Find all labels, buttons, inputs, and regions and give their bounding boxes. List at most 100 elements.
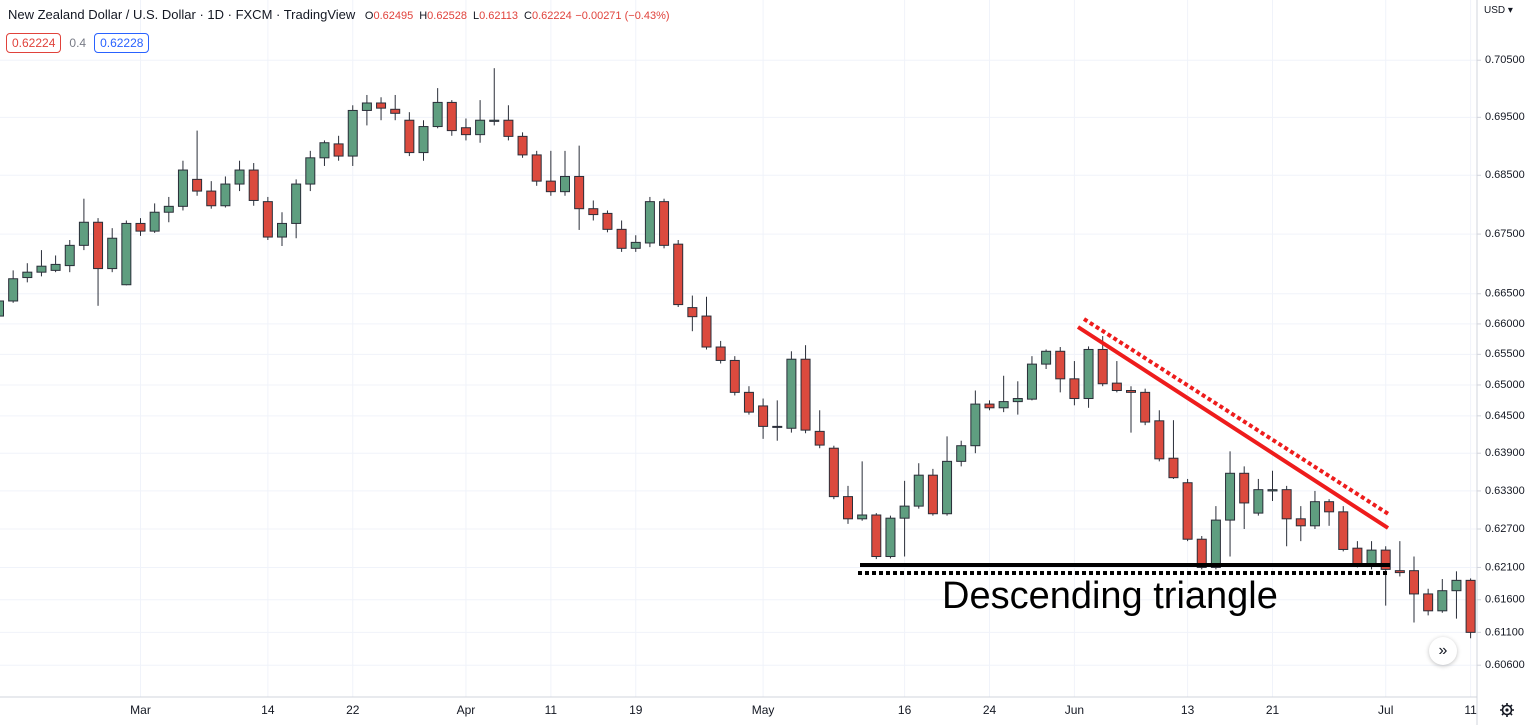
x-tick-label: 19 bbox=[629, 703, 643, 717]
candle-body bbox=[1055, 350, 1066, 380]
candle-body bbox=[107, 237, 118, 270]
x-tick-label: 14 bbox=[261, 703, 275, 717]
candle-body bbox=[121, 222, 132, 286]
candle-body bbox=[404, 119, 415, 154]
candle-body bbox=[1154, 420, 1165, 460]
candle-body bbox=[177, 169, 188, 207]
x-tick-label: 16 bbox=[898, 703, 912, 717]
ohlc-label: C bbox=[524, 10, 532, 22]
candle-body bbox=[36, 265, 47, 273]
candle-body bbox=[758, 405, 769, 427]
candle-body bbox=[192, 178, 203, 192]
candle-body bbox=[1281, 489, 1292, 520]
candle-body bbox=[1324, 501, 1335, 513]
x-tick-label: Mar bbox=[130, 703, 151, 717]
candle-body bbox=[1111, 382, 1122, 392]
y-tick-label: 0.69500 bbox=[1485, 111, 1525, 123]
y-tick-label: 0.64500 bbox=[1485, 410, 1525, 422]
header: New Zealand Dollar / U.S. Dollar · 1D · … bbox=[8, 7, 670, 22]
ohlc-value: 0.62495 bbox=[373, 10, 414, 22]
candle-body bbox=[1182, 482, 1193, 540]
candle-body bbox=[390, 108, 401, 114]
candle-body bbox=[1012, 398, 1023, 403]
candle-body bbox=[814, 430, 825, 446]
y-tick-label: 0.60600 bbox=[1485, 659, 1525, 671]
trade-buttons: 0.62224 0.4 0.62228 bbox=[6, 33, 150, 53]
candle-body bbox=[588, 208, 599, 216]
candle-body bbox=[843, 496, 853, 520]
candle-body bbox=[234, 169, 245, 185]
candle-body bbox=[1126, 390, 1136, 393]
candle-body bbox=[163, 205, 174, 213]
candle-body bbox=[489, 119, 500, 122]
candle-body bbox=[347, 109, 358, 157]
candle-body bbox=[248, 169, 259, 201]
candle-body bbox=[93, 221, 104, 270]
x-tick-label: Jul bbox=[1378, 703, 1393, 717]
candle-body bbox=[942, 460, 953, 515]
candle-body bbox=[956, 445, 967, 462]
ohlc-value: 0.62224 bbox=[531, 10, 572, 22]
candle-body bbox=[1409, 570, 1419, 595]
candle-body bbox=[135, 222, 146, 232]
currency-selector[interactable]: USD ▾ bbox=[1484, 5, 1513, 16]
ohlc-label: H bbox=[419, 10, 428, 22]
candle-body bbox=[1196, 538, 1207, 568]
candle-body bbox=[333, 143, 344, 157]
candle-body bbox=[659, 201, 670, 246]
y-tick-label: 0.65000 bbox=[1485, 379, 1525, 391]
x-tick-label: Jun bbox=[1065, 703, 1084, 717]
candle-body bbox=[1225, 472, 1236, 521]
candle-body bbox=[517, 135, 528, 156]
candle-body bbox=[64, 244, 75, 267]
candle-body bbox=[503, 119, 514, 137]
sell-button[interactable]: 0.62224 bbox=[6, 33, 62, 53]
y-tick-label: 0.66000 bbox=[1485, 318, 1525, 330]
candle-body bbox=[1026, 363, 1037, 400]
candle-body bbox=[1041, 350, 1052, 365]
candle-body bbox=[616, 228, 627, 249]
y-tick-label: 0.61600 bbox=[1485, 594, 1525, 606]
candle-body bbox=[78, 221, 89, 246]
candle-body bbox=[1394, 570, 1405, 574]
candle-body bbox=[1083, 348, 1094, 400]
candle-body bbox=[1437, 590, 1448, 612]
candle-body bbox=[446, 101, 457, 132]
y-tick-label: 0.62100 bbox=[1485, 561, 1525, 573]
scroll-to-realtime[interactable]: » bbox=[1429, 637, 1457, 665]
candle-body bbox=[545, 180, 556, 193]
annotation: Descending triangle bbox=[942, 575, 1278, 617]
symbol-title: New Zealand Dollar / U.S. Dollar · 1D · … bbox=[8, 7, 356, 22]
candle-body bbox=[206, 190, 217, 207]
candle-body bbox=[1366, 549, 1377, 565]
y-tick-label: 0.63900 bbox=[1485, 447, 1525, 459]
ohlc-label: O bbox=[364, 10, 374, 22]
candle-body bbox=[149, 211, 160, 232]
candle-body bbox=[673, 243, 684, 306]
candle-body bbox=[602, 212, 613, 230]
candle-body bbox=[1451, 579, 1462, 592]
candle-body bbox=[1352, 547, 1363, 565]
candle-body bbox=[786, 358, 797, 429]
y-tick-label: 0.68500 bbox=[1485, 169, 1525, 181]
x-tick-label: 13 bbox=[1181, 703, 1195, 717]
candle-body bbox=[857, 514, 868, 520]
candle-body bbox=[531, 154, 542, 182]
x-tick-label: 11 bbox=[1464, 703, 1477, 717]
x-tick-label: 21 bbox=[1266, 703, 1280, 717]
candle-body bbox=[1380, 549, 1391, 570]
candle-body bbox=[701, 315, 712, 348]
candle-body bbox=[913, 474, 924, 507]
settings-icon[interactable] bbox=[1500, 703, 1514, 717]
x-tick-label: May bbox=[752, 703, 775, 717]
candle-body bbox=[1140, 391, 1151, 423]
candle-body bbox=[376, 102, 387, 109]
y-tick-label: 0.70500 bbox=[1485, 54, 1525, 66]
candle-body bbox=[1465, 579, 1476, 633]
buy-button[interactable]: 0.62228 bbox=[94, 33, 150, 53]
ohlc-readout: O0.62495 H0.62528 L0.62113 C0.62224 bbox=[359, 7, 575, 22]
candle-body bbox=[970, 403, 981, 447]
y-tick-label: 0.62700 bbox=[1485, 523, 1525, 535]
